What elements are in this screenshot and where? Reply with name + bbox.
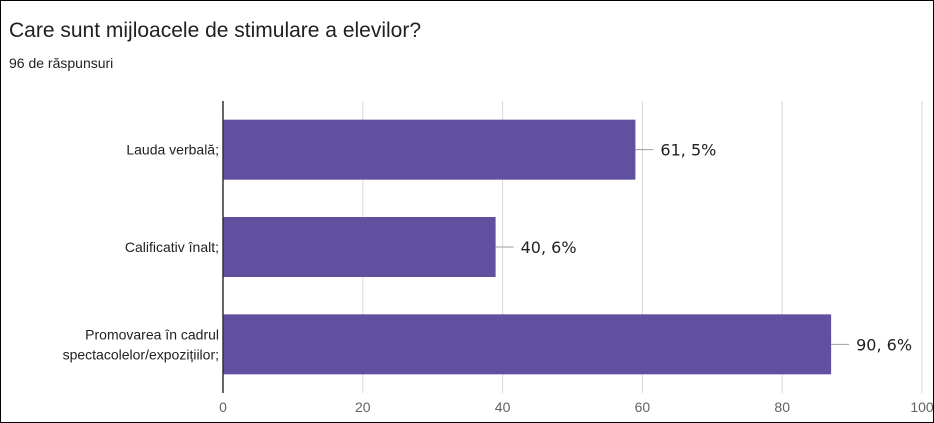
x-tick-label: 100 [910, 399, 933, 415]
x-tick-label: 0 [219, 399, 227, 415]
response-count: 96 de răspunsuri [9, 55, 114, 71]
data-label: 90, 6% [856, 335, 912, 354]
category-label: Calificativ înalt; [125, 239, 219, 255]
bar [223, 217, 496, 277]
bar [223, 119, 636, 180]
data-label: 40, 6% [521, 238, 577, 257]
chart-title: Care sunt mijloacele de stimulare a elev… [9, 19, 422, 42]
bar [223, 314, 832, 375]
x-tick-label: 60 [635, 399, 651, 415]
category-label: Lauda verbală; [126, 142, 219, 158]
bars [223, 119, 832, 375]
x-tick-label: 20 [355, 399, 371, 415]
x-tick-label: 80 [774, 399, 790, 415]
category-label: Promovarea în cadrul spectacolelor/expozi… [63, 326, 219, 362]
data-label: 61, 5% [660, 141, 716, 160]
x-tick-label: 40 [495, 399, 511, 415]
labels: 0 20 40 60 80 100 61, 5% Lauda verbală; 40, 6% Ca… [63, 141, 933, 415]
